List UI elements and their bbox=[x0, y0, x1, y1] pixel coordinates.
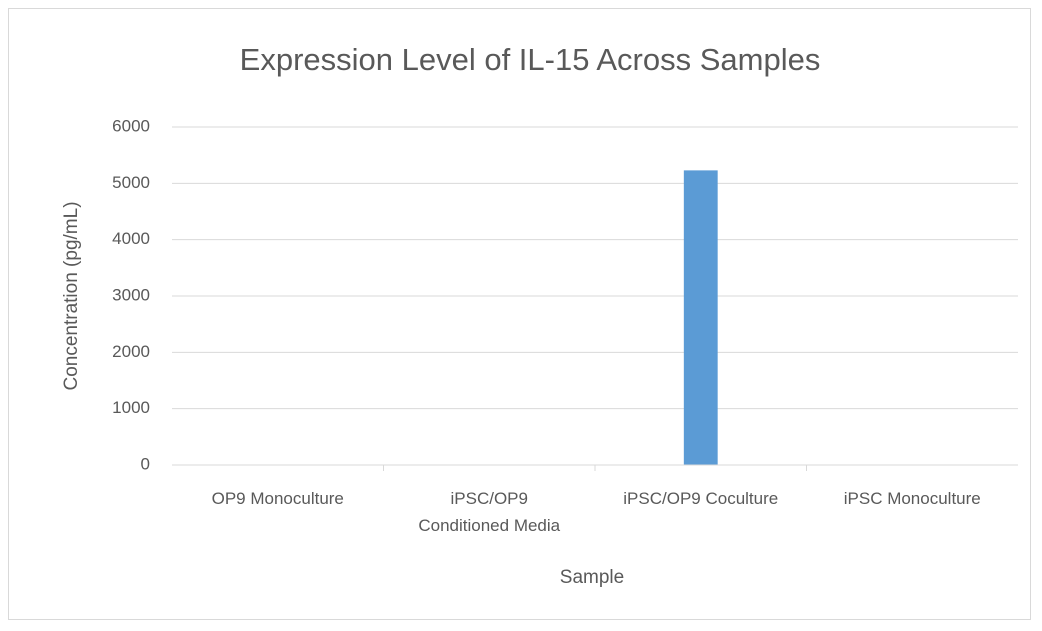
y-tick-label: 2000 bbox=[112, 342, 150, 361]
y-tick-label: 4000 bbox=[112, 229, 150, 248]
y-tick-label: 3000 bbox=[112, 285, 150, 304]
x-tick-label: OP9 Monoculture bbox=[212, 489, 344, 508]
x-tick-label: iPSC/OP9 Conditioned Media bbox=[418, 489, 560, 535]
y-tick-label: 1000 bbox=[112, 398, 150, 417]
x-tick-label: iPSC Monoculture bbox=[844, 489, 981, 508]
y-tick-label: 6000 bbox=[112, 116, 150, 135]
y-tick-label: 0 bbox=[141, 454, 150, 473]
x-axis-label: Sample bbox=[560, 567, 624, 588]
chart-title: Expression Level of IL-15 Across Samples bbox=[240, 42, 821, 77]
bar bbox=[683, 170, 718, 466]
chart-border bbox=[8, 8, 1031, 620]
y-tick-label: 5000 bbox=[112, 173, 150, 192]
x-tick-label: iPSC/OP9 Coculture bbox=[623, 489, 778, 508]
y-axis-label: Concentration (pg/mL) bbox=[61, 201, 82, 390]
